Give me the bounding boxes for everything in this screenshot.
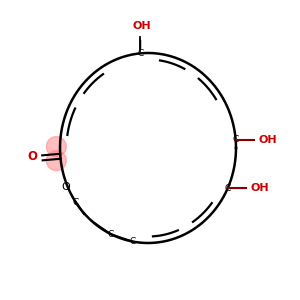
Text: C: C xyxy=(232,135,239,144)
Circle shape xyxy=(46,151,66,171)
Text: C: C xyxy=(108,230,114,238)
Text: O: O xyxy=(61,182,70,193)
Text: C: C xyxy=(225,184,231,193)
Text: OH: OH xyxy=(132,21,151,32)
Text: O: O xyxy=(27,150,38,163)
Text: C: C xyxy=(73,198,79,207)
Text: C: C xyxy=(130,237,136,246)
Circle shape xyxy=(46,136,66,157)
Text: OH: OH xyxy=(251,183,269,193)
Text: C: C xyxy=(137,49,143,58)
Text: OH: OH xyxy=(259,135,277,145)
